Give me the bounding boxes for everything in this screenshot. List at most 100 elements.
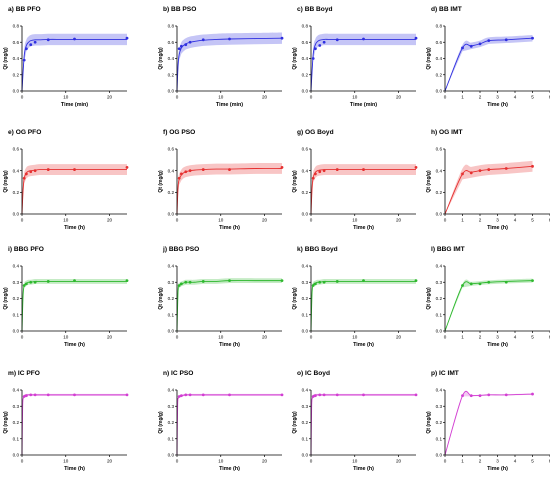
data-point — [487, 39, 491, 43]
x-axis-label: Time (min) — [216, 102, 243, 108]
data-point — [201, 393, 205, 397]
data-point — [335, 280, 339, 283]
y-axis-label: Qt (mg/g) — [292, 411, 298, 434]
x-axis-label: Time (h) — [64, 342, 85, 348]
data-point — [29, 393, 33, 397]
y-tick-label: 0.8 — [13, 24, 20, 29]
data-point — [478, 282, 482, 286]
x-axis-label: Time (h) — [219, 225, 240, 231]
x-tick-label: 0 — [444, 335, 447, 340]
x-tick-label: 1 — [461, 335, 464, 340]
x-tick-label: 5 — [531, 459, 534, 464]
y-tick-label: 0.0 — [168, 453, 175, 458]
y-tick-label: 0.2 — [13, 420, 20, 425]
y-tick-label: 0.0 — [168, 212, 175, 217]
y-tick-label: 0.2 — [168, 190, 175, 195]
x-tick-label: 0 — [176, 335, 179, 340]
x-tick-label: 20 — [262, 218, 268, 223]
x-tick-label: 0 — [444, 218, 447, 223]
data-point — [29, 43, 33, 47]
y-tick-label: 0.0 — [13, 212, 20, 217]
x-tick-label: 20 — [262, 95, 268, 100]
panel-title: j) BBG PSO — [162, 246, 199, 253]
x-tick-label: 10 — [218, 335, 224, 340]
data-point — [311, 57, 315, 60]
fit-line — [310, 280, 416, 332]
panel-title: d) BB IMT — [431, 6, 462, 13]
y-tick-label: 0.2 — [302, 190, 309, 195]
y-axis-label: Qt (mg/g) — [158, 411, 164, 434]
data-point — [73, 168, 76, 171]
data-point — [414, 393, 418, 397]
confidence-band — [311, 164, 416, 214]
y-tick-label: 0.0 — [436, 453, 443, 458]
panel-title: f) OG PSO — [163, 129, 195, 136]
confidence-band — [177, 278, 282, 331]
data-point — [177, 284, 181, 287]
data-point — [179, 282, 183, 286]
chart-panel-14: o) IC Boyd 0 10 20 0.0 0.1 0.2 0.3 0.4 Time (h) Qt… — [292, 370, 418, 472]
data-point — [24, 47, 28, 51]
x-tick-label: 1 — [461, 218, 464, 223]
y-axis-label: Qt (mg/g) — [426, 287, 432, 310]
y-tick-label: 0.3 — [13, 280, 20, 285]
data-point — [22, 58, 26, 62]
y-tick-label: 0.0 — [302, 453, 309, 458]
y-tick-label: 0.1 — [302, 436, 309, 441]
data-point — [280, 393, 284, 397]
data-point — [33, 169, 37, 173]
data-point — [362, 393, 365, 397]
confidence-band — [311, 393, 416, 455]
x-tick-label: 0 — [444, 459, 447, 464]
data-point — [188, 393, 192, 397]
fit-line — [444, 390, 533, 456]
panel-title: l) BBG IMT — [431, 246, 465, 253]
data-point — [487, 280, 491, 284]
data-point — [228, 37, 231, 41]
confidence-band — [445, 278, 533, 331]
x-axis-label: Time (min) — [61, 102, 88, 108]
confidence-band — [311, 278, 416, 331]
x-axis-label: Time (h) — [487, 102, 508, 108]
y-axis-label: Qt (mg/g) — [292, 287, 298, 310]
fit-line — [21, 394, 127, 456]
data-point — [414, 279, 418, 283]
x-tick-label: 20 — [107, 335, 113, 340]
data-point — [531, 392, 534, 396]
data-point — [461, 172, 464, 176]
y-axis-label: Qt (mg/g) — [3, 411, 9, 434]
data-point — [179, 394, 183, 398]
y-tick-label: 0.1 — [302, 312, 309, 317]
y-tick-label: 0.0 — [302, 89, 309, 94]
panel-title: g) OG Boyd — [297, 129, 334, 136]
x-tick-label: 0 — [310, 459, 313, 464]
fit-line — [21, 38, 127, 92]
data-point — [280, 279, 284, 283]
confidence-band — [445, 390, 533, 455]
y-tick-label: 0.2 — [436, 420, 443, 425]
data-point — [469, 394, 473, 398]
chart-panel-8: i) BBG PFO 0 10 20 0.0 0.1 0.2 0.3 0.4 Time (h) Qt… — [3, 246, 129, 348]
fit-line — [21, 280, 127, 332]
data-point — [24, 172, 28, 176]
y-tick-label: 0.4 — [13, 388, 20, 393]
fit-line — [176, 394, 282, 456]
y-tick-label: 0.2 — [436, 190, 443, 195]
chart-panel-4: e) OG PFO 0 10 20 0.0 0.2 0.4 0.6 Time (h) Qt (mg… — [3, 129, 129, 231]
y-tick-label: 0.2 — [13, 190, 20, 195]
data-point — [179, 172, 183, 176]
x-tick-label: 5 — [531, 218, 534, 223]
y-tick-label: 0.1 — [436, 436, 443, 441]
x-tick-label: 0 — [176, 218, 179, 223]
y-tick-label: 0.6 — [13, 147, 20, 152]
data-point — [177, 176, 181, 180]
x-tick-label: 3 — [496, 335, 499, 340]
x-tick-label: 10 — [63, 335, 69, 340]
y-tick-label: 0.4 — [302, 56, 309, 61]
data-point — [469, 282, 473, 286]
chart-panel-15: p) IC IMT 0 1 2 3 4 5 6 0.0 0.1 0.2 0.3 0.4 Time (h) Q… — [426, 370, 550, 472]
data-point — [24, 394, 28, 398]
y-tick-label: 0.2 — [13, 296, 20, 301]
x-tick-label: 10 — [352, 335, 358, 340]
fit-line — [176, 280, 282, 332]
